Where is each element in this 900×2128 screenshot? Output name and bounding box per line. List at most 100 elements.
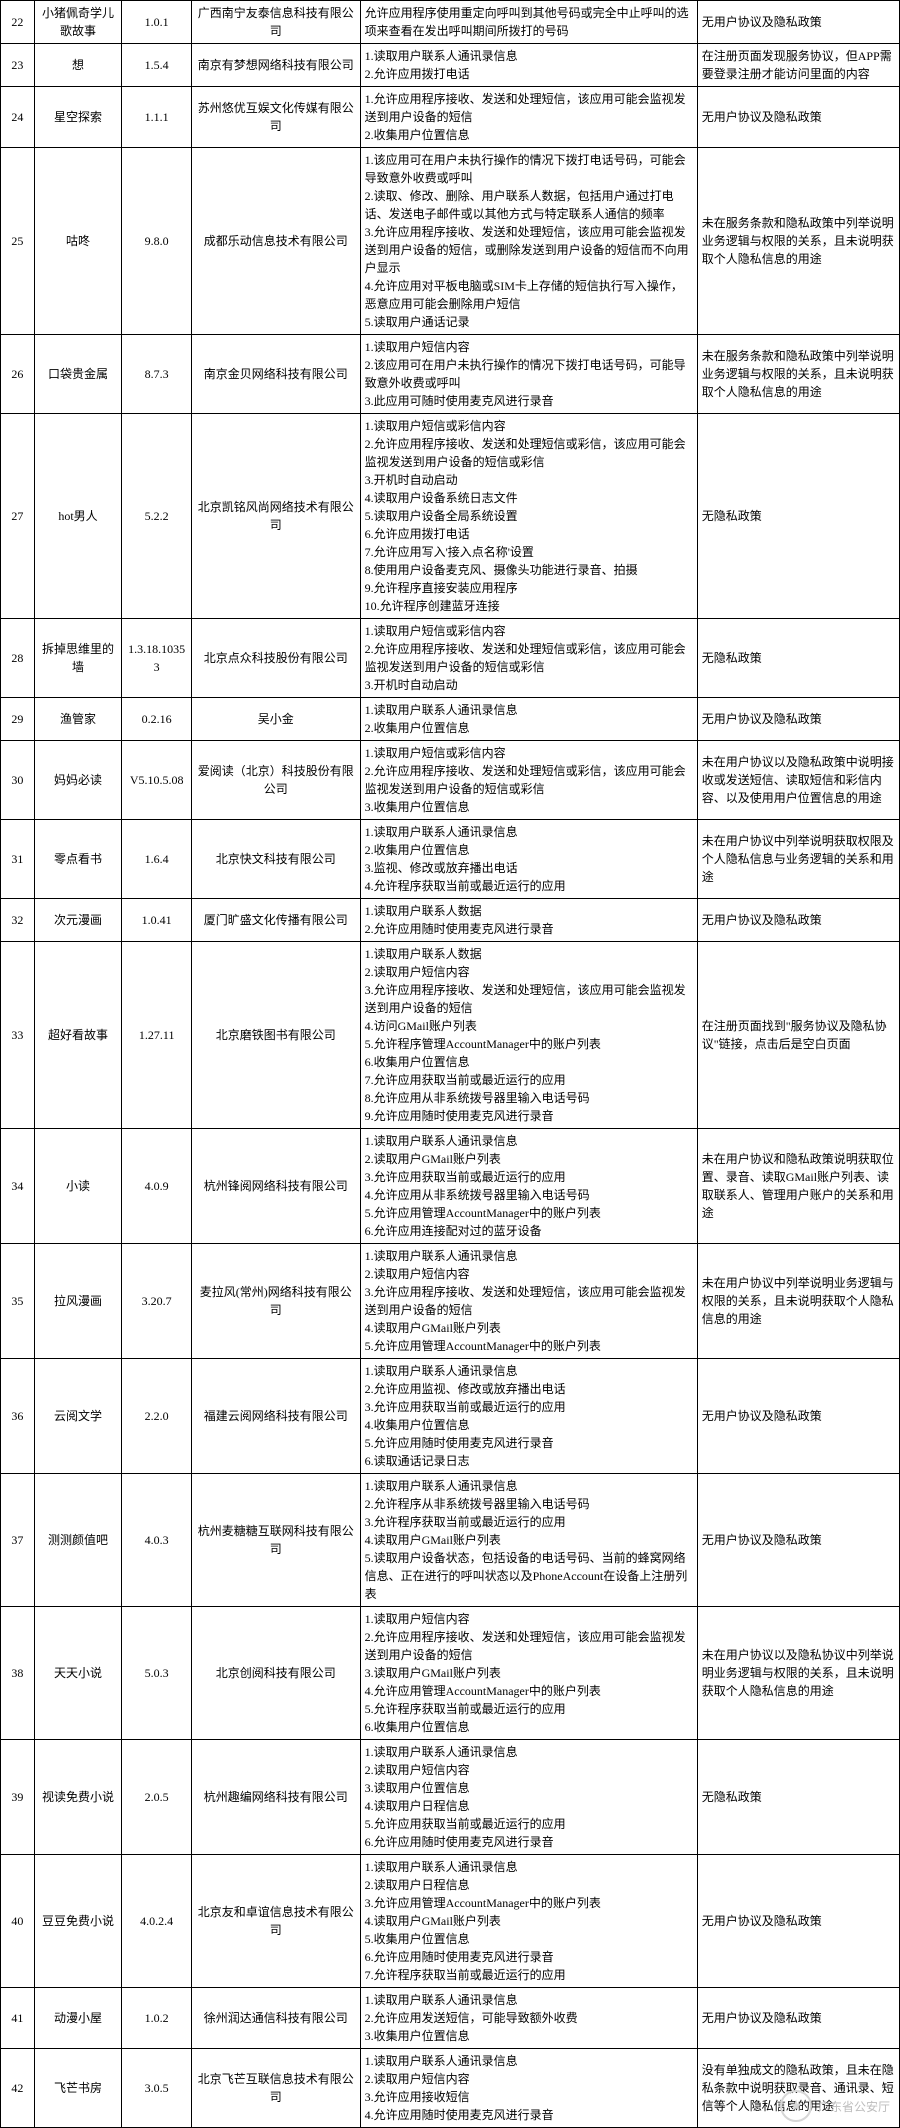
cell-issues: 1.读取用户联系人通讯录信息2.读取用户短信内容3.允许应用程序接收、发送和处理… bbox=[360, 1244, 697, 1359]
table-row: 35拉风漫画3.20.7麦拉风(常州)网络科技有限公司1.读取用户联系人通讯录信… bbox=[1, 1244, 900, 1359]
cell-issues: 1.读取用户短信或彩信内容2.允许应用程序接收、发送和处理短信或彩信，该应用可能… bbox=[360, 619, 697, 698]
cell-app-name: 超好看故事 bbox=[34, 942, 122, 1129]
cell-version: 5.0.3 bbox=[122, 1607, 192, 1740]
cell-remark: 无隐私政策 bbox=[697, 619, 899, 698]
cell-issues: 1.读取用户联系人通讯录信息2.读取用户GMail账户列表3.允许应用获取当前或… bbox=[360, 1129, 697, 1244]
cell-remark: 未在用户协议中列举说明业务逻辑与权限的关系，且未说明获取个人隐私信息的用途 bbox=[697, 1244, 899, 1359]
cell-remark: 无用户协议及隐私政策 bbox=[697, 899, 899, 942]
cell-version: 1.27.11 bbox=[122, 942, 192, 1129]
cell-company: 北京飞芒互联信息技术有限公司 bbox=[192, 2049, 361, 2128]
table-row: 33超好看故事1.27.11北京磨铁图书有限公司1.读取用户联系人数据2.读取用… bbox=[1, 942, 900, 1129]
cell-company: 杭州锋阅网络科技有限公司 bbox=[192, 1129, 361, 1244]
cell-app-name: 拆掉思维里的墙 bbox=[34, 619, 122, 698]
table-row: 39视读免费小说2.0.5杭州趣编网络科技有限公司1.读取用户联系人通讯录信息2… bbox=[1, 1740, 900, 1855]
cell-app-name: 动漫小屋 bbox=[34, 1988, 122, 2049]
cell-issues: 1.该应用可在用户未执行操作的情况下拨打电话号码，可能会导致意外收费或呼叫2.读… bbox=[360, 148, 697, 335]
cell-issues: 允许应用程序使用重定向呼叫到其他号码或完全中止呼叫的选项来查看在发出呼叫期间所拨… bbox=[360, 1, 697, 44]
cell-version: 5.2.2 bbox=[122, 414, 192, 619]
cell-company: 苏州悠优互娱文化传媒有限公司 bbox=[192, 87, 361, 148]
table-row: 38天天小说5.0.3北京创阅科技有限公司1.读取用户短信内容2.允许应用程序接… bbox=[1, 1607, 900, 1740]
cell-app-name: hot男人 bbox=[34, 414, 122, 619]
cell-index: 39 bbox=[1, 1740, 35, 1855]
cell-index: 33 bbox=[1, 942, 35, 1129]
cell-issues: 1.读取用户短信或彩信内容2.允许应用程序接收、发送和处理短信或彩信，该应用可能… bbox=[360, 414, 697, 619]
cell-app-name: 豆豆免费小说 bbox=[34, 1855, 122, 1988]
cell-index: 25 bbox=[1, 148, 35, 335]
cell-remark: 未在用户协议以及隐私政策中说明接收或发送短信、读取短信和彩信内容、以及使用用户位… bbox=[697, 741, 899, 820]
cell-company: 厦门旷盛文化传播有限公司 bbox=[192, 899, 361, 942]
cell-app-name: 云阅文学 bbox=[34, 1359, 122, 1474]
cell-index: 41 bbox=[1, 1988, 35, 2049]
cell-version: 1.1.1 bbox=[122, 87, 192, 148]
table-row: 26口袋贵金属8.7.3南京金贝网络科技有限公司1.读取用户短信内容2.该应用可… bbox=[1, 335, 900, 414]
cell-index: 26 bbox=[1, 335, 35, 414]
cell-app-name: 妈妈必读 bbox=[34, 741, 122, 820]
cell-issues: 1.允许应用程序接收、发送和处理短信，该应用可能会监视发送到用户设备的短信2.收… bbox=[360, 87, 697, 148]
cell-app-name: 小读 bbox=[34, 1129, 122, 1244]
cell-issues: 1.读取用户联系人通讯录信息2.收集用户位置信息 bbox=[360, 698, 697, 741]
cell-app-name: 拉风漫画 bbox=[34, 1244, 122, 1359]
cell-app-name: 想 bbox=[34, 44, 122, 87]
cell-company: 麦拉风(常州)网络科技有限公司 bbox=[192, 1244, 361, 1359]
cell-version: 4.0.9 bbox=[122, 1129, 192, 1244]
cell-app-name: 测测颜值吧 bbox=[34, 1474, 122, 1607]
cell-index: 24 bbox=[1, 87, 35, 148]
cell-company: 北京创阅科技有限公司 bbox=[192, 1607, 361, 1740]
cell-remark: 在注册页面发现服务协议，但APP需要登录注册才能访问里面的内容 bbox=[697, 44, 899, 87]
cell-company: 杭州麦糖糖互联网科技有限公司 bbox=[192, 1474, 361, 1607]
cell-remark: 无用户协议及隐私政策 bbox=[697, 698, 899, 741]
cell-issues: 1.读取用户联系人通讯录信息2.读取用户日程信息3.允许应用管理AccountM… bbox=[360, 1855, 697, 1988]
cell-app-name: 次元漫画 bbox=[34, 899, 122, 942]
cell-company: 南京金贝网络科技有限公司 bbox=[192, 335, 361, 414]
page: 22小猪佩奇学儿歌故事1.0.1广西南宁友泰信息科技有限公司允许应用程序使用重定… bbox=[0, 0, 900, 2128]
cell-issues: 1.读取用户联系人通讯录信息2.允许应用拨打电话 bbox=[360, 44, 697, 87]
cell-version: 9.8.0 bbox=[122, 148, 192, 335]
cell-company: 广西南宁友泰信息科技有限公司 bbox=[192, 1, 361, 44]
cell-company: 北京快文科技有限公司 bbox=[192, 820, 361, 899]
table-row: 34小读4.0.9杭州锋阅网络科技有限公司1.读取用户联系人通讯录信息2.读取用… bbox=[1, 1129, 900, 1244]
cell-company: 徐州润达通信科技有限公司 bbox=[192, 1988, 361, 2049]
cell-index: 23 bbox=[1, 44, 35, 87]
cell-index: 30 bbox=[1, 741, 35, 820]
cell-company: 北京友和卓谊信息技术有限公司 bbox=[192, 1855, 361, 1988]
cell-remark: 无用户协议及隐私政策 bbox=[697, 1359, 899, 1474]
cell-remark: 未在用户协议以及隐私协议中列举说明业务逻辑与权限的关系，且未说明获取个人隐私信息… bbox=[697, 1607, 899, 1740]
cell-app-name: 飞芒书房 bbox=[34, 2049, 122, 2128]
table-row: 36云阅文学2.2.0福建云阅网络科技有限公司1.读取用户联系人通讯录信息2.允… bbox=[1, 1359, 900, 1474]
cell-issues: 1.读取用户短信内容2.允许应用程序接收、发送和处理短信，该应用可能会监视发送到… bbox=[360, 1607, 697, 1740]
cell-remark: 无用户协议及隐私政策 bbox=[697, 1, 899, 44]
cell-index: 38 bbox=[1, 1607, 35, 1740]
cell-index: 36 bbox=[1, 1359, 35, 1474]
cell-company: 北京点众科技股份有限公司 bbox=[192, 619, 361, 698]
cell-remark: 未在用户协议中列举说明获取权限及个人隐私信息与业务逻辑的关系和用途 bbox=[697, 820, 899, 899]
cell-app-name: 咕咚 bbox=[34, 148, 122, 335]
cell-issues: 1.读取用户联系人通讯录信息2.读取用户短信内容3.允许应用接收短信4.允许应用… bbox=[360, 2049, 697, 2128]
cell-issues: 1.读取用户联系人通讯录信息2.允许程序从非系统拨号器里输入电话号码3.允许程序… bbox=[360, 1474, 697, 1607]
cell-company: 杭州趣编网络科技有限公司 bbox=[192, 1740, 361, 1855]
cell-remark: 无用户协议及隐私政策 bbox=[697, 1474, 899, 1607]
cell-version: 1.0.1 bbox=[122, 1, 192, 44]
cell-remark: 无用户协议及隐私政策 bbox=[697, 1855, 899, 1988]
cell-issues: 1.读取用户联系人通讯录信息2.收集用户位置信息3.监视、修改或放弃播出电话4.… bbox=[360, 820, 697, 899]
app-violation-table: 22小猪佩奇学儿歌故事1.0.1广西南宁友泰信息科技有限公司允许应用程序使用重定… bbox=[0, 0, 900, 2128]
cell-version: 1.5.4 bbox=[122, 44, 192, 87]
cell-version: 3.20.7 bbox=[122, 1244, 192, 1359]
table-row: 31零点看书1.6.4北京快文科技有限公司1.读取用户联系人通讯录信息2.收集用… bbox=[1, 820, 900, 899]
watermark-icon: ★ bbox=[780, 2090, 812, 2122]
cell-version: 1.0.2 bbox=[122, 1988, 192, 2049]
cell-remark: 无用户协议及隐私政策 bbox=[697, 87, 899, 148]
cell-index: 27 bbox=[1, 414, 35, 619]
cell-version: 2.2.0 bbox=[122, 1359, 192, 1474]
cell-app-name: 星空探索 bbox=[34, 87, 122, 148]
cell-company: 北京凯铭风尚网络技术有限公司 bbox=[192, 414, 361, 619]
cell-index: 28 bbox=[1, 619, 35, 698]
cell-company: 爱阅读（北京）科技股份有限公司 bbox=[192, 741, 361, 820]
table-row: 40豆豆免费小说4.0.2.4北京友和卓谊信息技术有限公司1.读取用户联系人通讯… bbox=[1, 1855, 900, 1988]
watermark-text: 广东省公安厅 bbox=[818, 2098, 890, 2115]
watermark: ★ 广东省公安厅 bbox=[780, 2090, 890, 2122]
cell-index: 37 bbox=[1, 1474, 35, 1607]
cell-version: 0.2.16 bbox=[122, 698, 192, 741]
cell-company: 南京有梦想网络科技有限公司 bbox=[192, 44, 361, 87]
cell-company: 福建云阅网络科技有限公司 bbox=[192, 1359, 361, 1474]
table-row: 30妈妈必读V5.10.5.08爱阅读（北京）科技股份有限公司1.读取用户短信或… bbox=[1, 741, 900, 820]
